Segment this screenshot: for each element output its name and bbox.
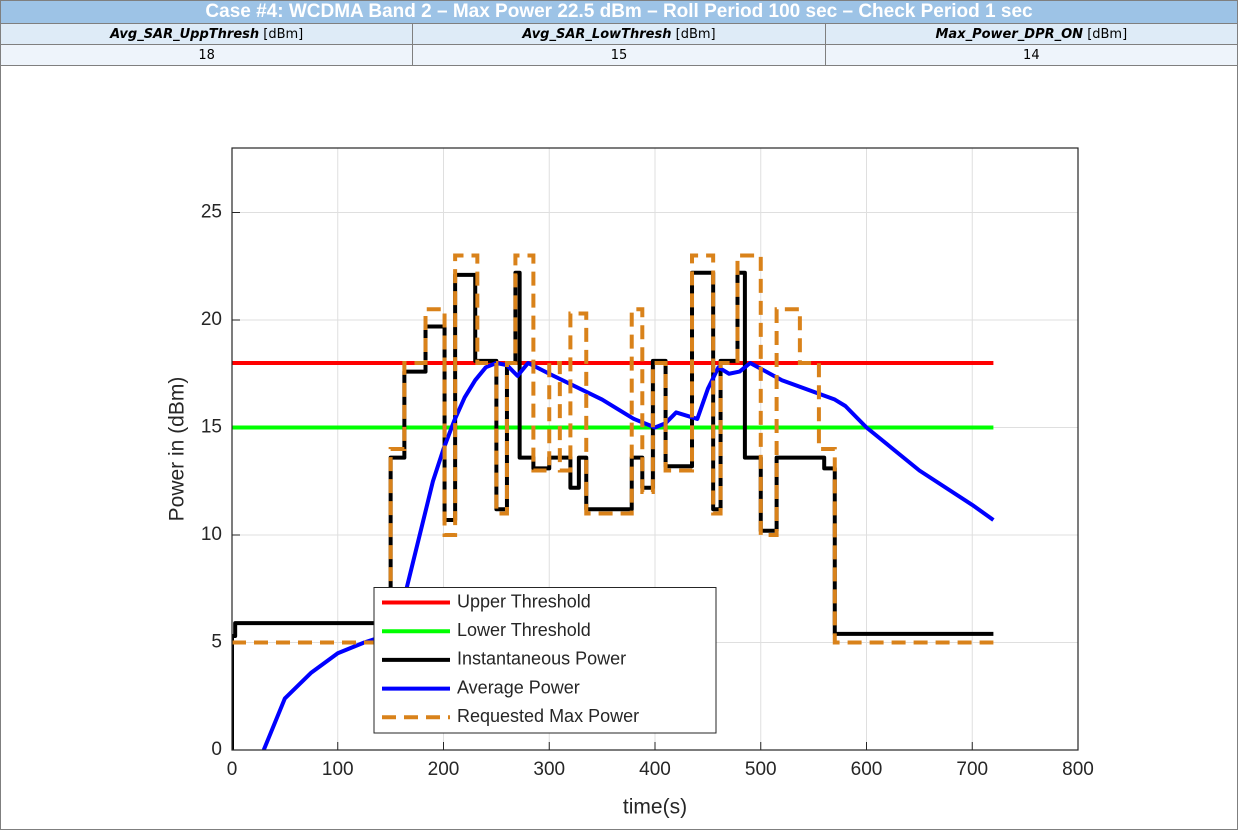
x-tick-label: 200 bbox=[428, 759, 460, 780]
plot-border bbox=[231, 147, 1079, 751]
y-tick-label: 15 bbox=[201, 417, 222, 438]
y-tick-label: 10 bbox=[201, 524, 222, 545]
case-title: Case #4: WCDMA Band 2 – Max Power 22.5 d… bbox=[0, 0, 1238, 24]
y-tick-label: 25 bbox=[201, 202, 222, 223]
legend-label: Lower Threshold bbox=[457, 620, 591, 640]
legend-label: Upper Threshold bbox=[457, 591, 591, 611]
legend-label: Requested Max Power bbox=[457, 706, 639, 726]
x-tick-label: 0 bbox=[227, 759, 238, 780]
x-tick-label: 300 bbox=[533, 759, 565, 780]
legend-label: Instantaneous Power bbox=[457, 649, 626, 669]
x-tick-label: 700 bbox=[956, 759, 988, 780]
x-tick-label: 800 bbox=[1062, 759, 1094, 780]
x-tick-label: 400 bbox=[639, 759, 671, 780]
value-cell: 18 bbox=[0, 44, 414, 66]
value-cell: 15 bbox=[412, 44, 826, 66]
param-unit: [dBm] bbox=[675, 26, 716, 42]
param-unit: [dBm] bbox=[263, 26, 304, 42]
y-tick-label: 5 bbox=[211, 632, 222, 653]
param-name: Max_Power_DPR_ON bbox=[935, 26, 1084, 42]
legend-label: Average Power bbox=[457, 677, 580, 697]
legend: Upper Threshold Lower Threshold Instantane… bbox=[373, 587, 717, 734]
param-name: Avg_SAR_UppThresh bbox=[110, 26, 260, 42]
series-line bbox=[232, 253, 994, 645]
y-axis-label: Power in (dBm) bbox=[166, 377, 189, 522]
param-name: Avg_SAR_LowThresh bbox=[522, 26, 672, 42]
x-tick-label: 500 bbox=[745, 759, 777, 780]
x-tick-label: 100 bbox=[322, 759, 354, 780]
value-cell: 14 bbox=[824, 44, 1238, 66]
x-axis-label: time(s) bbox=[623, 796, 687, 819]
y-tick-label: 20 bbox=[201, 309, 222, 330]
param-unit: [dBm] bbox=[1087, 26, 1128, 42]
case-table: Case #4: WCDMA Band 2 – Max Power 22.5 d… bbox=[0, 0, 1238, 66]
y-tick-label: 0 bbox=[211, 739, 222, 760]
x-tick-label: 600 bbox=[851, 759, 883, 780]
